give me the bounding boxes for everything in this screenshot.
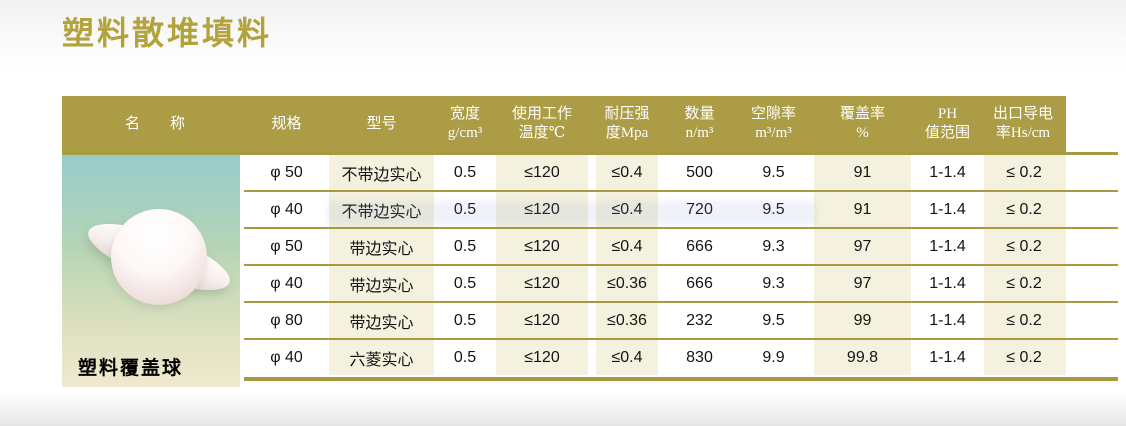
cell-void: 9.3	[737, 266, 810, 301]
cell-void: 9.9	[737, 340, 810, 375]
cell-temp: ≤120	[492, 303, 592, 338]
col-header-outlet-conductivity: 出口导电 率Hs/cm	[980, 96, 1118, 152]
cell-model: 带边实心	[325, 303, 438, 338]
col-header-void-ratio: 空隙率 m³/m³	[737, 96, 810, 152]
cell-spec: φ 40	[248, 192, 325, 227]
cell-coverage: 99	[810, 303, 915, 338]
cell-conductivity: ≤ 0.2	[980, 266, 1118, 301]
cell-coverage: 91	[810, 155, 915, 190]
cell-temp: ≤120	[492, 229, 592, 264]
cell-pressure: ≤0.4	[592, 192, 662, 227]
cell-density: 0.5	[438, 155, 492, 190]
table-row: φ 40 不带边实心 0.5 ≤120 ≤0.4 720 9.5 91 1-1.…	[62, 192, 1118, 229]
col-header-pressure-strength: 耐压强 度Mpa	[592, 96, 662, 152]
cell-quantity: 830	[662, 340, 737, 375]
cell-quantity: 666	[662, 266, 737, 301]
cell-density: 0.5	[438, 192, 492, 227]
cell-void: 9.5	[737, 303, 810, 338]
cell-quantity: 666	[662, 229, 737, 264]
spec-table: 名 称 规格 型号 宽度 g/cm³ 使用工作 温度℃ 耐压强 度Mpa 数量	[62, 96, 1118, 387]
cell-ph: 1-1.4	[915, 340, 980, 375]
table-row: φ 40 带边实心 0.5 ≤120 ≤0.36 666 9.3 97 1-1.…	[62, 266, 1118, 303]
cell-quantity: 232	[662, 303, 737, 338]
cell-coverage: 99.8	[810, 340, 915, 375]
col-header-ph-range: PH 值范围	[915, 96, 980, 152]
cell-conductivity: ≤ 0.2	[980, 229, 1118, 264]
cell-temp: ≤120	[492, 266, 592, 301]
cell-model: 不带边实心	[325, 155, 438, 190]
cell-density: 0.5	[438, 266, 492, 301]
cell-model: 带边实心	[325, 229, 438, 264]
cell-conductivity: ≤ 0.2	[980, 155, 1118, 190]
cell-pressure: ≤0.4	[592, 340, 662, 375]
cell-spec: φ 40	[248, 340, 325, 375]
cell-model: 六菱实心	[325, 340, 438, 375]
cell-pressure: ≤0.4	[592, 229, 662, 264]
cell-conductivity: ≤ 0.2	[980, 192, 1118, 227]
product-image-cell: 塑料覆盖球	[62, 155, 244, 387]
cell-temp: ≤120	[492, 340, 592, 375]
table-row: φ 50 带边实心 0.5 ≤120 ≤0.4 666 9.3 97 1-1.4…	[62, 229, 1118, 266]
plastic-cover-ball-image	[71, 184, 246, 329]
cell-conductivity: ≤ 0.2	[980, 340, 1118, 375]
cell-temp: ≤120	[492, 155, 592, 190]
cell-ph: 1-1.4	[915, 192, 980, 227]
col-header-coverage: 覆盖率 %	[810, 96, 915, 152]
cell-spec: φ 80	[248, 303, 325, 338]
top-gradient-band	[0, 0, 1126, 72]
table-body: 塑料覆盖球 φ 50 不带边实心 0.5 ≤120 ≤0.4 500 9.5 9…	[62, 152, 1118, 387]
cell-temp: ≤120	[492, 192, 592, 227]
cell-density: 0.5	[438, 340, 492, 375]
cell-void: 9.5	[737, 192, 810, 227]
cell-ph: 1-1.4	[915, 155, 980, 190]
cell-spec: φ 50	[248, 155, 325, 190]
cell-model: 不带边实心	[325, 192, 438, 227]
col-header-spec: 规格	[248, 96, 325, 152]
cell-ph: 1-1.4	[915, 229, 980, 264]
cell-void: 9.5	[737, 155, 810, 190]
col-header-quantity: 数量 n/m³	[662, 96, 737, 152]
col-header-working-temp: 使用工作 温度℃	[492, 96, 592, 152]
cell-density: 0.5	[438, 303, 492, 338]
table-row: φ 50 不带边实心 0.5 ≤120 ≤0.4 500 9.5 91 1-1.…	[62, 155, 1118, 192]
cell-pressure: ≤0.36	[592, 303, 662, 338]
table-row: φ 40 六菱实心 0.5 ≤120 ≤0.4 830 9.9 99.8 1-1…	[62, 340, 1118, 377]
page-title: 塑料散堆填料	[62, 15, 273, 51]
ball-sphere	[97, 195, 221, 319]
cell-spec: φ 50	[248, 229, 325, 264]
cell-density: 0.5	[438, 229, 492, 264]
cell-pressure: ≤0.4	[592, 155, 662, 190]
cell-ph: 1-1.4	[915, 303, 980, 338]
cell-conductivity: ≤ 0.2	[980, 303, 1118, 338]
cell-coverage: 97	[810, 266, 915, 301]
product-name-label: 塑料覆盖球	[78, 358, 184, 379]
cell-quantity: 500	[662, 155, 737, 190]
cell-ph: 1-1.4	[915, 266, 980, 301]
col-header-model: 型号	[325, 96, 438, 152]
table-header-row: 名 称 规格 型号 宽度 g/cm³ 使用工作 温度℃ 耐压强 度Mpa 数量	[62, 96, 1118, 152]
cell-quantity: 720	[662, 192, 737, 227]
cell-coverage: 91	[810, 192, 915, 227]
col-header-name: 名 称	[62, 96, 248, 152]
cell-void: 9.3	[737, 229, 810, 264]
bottom-gradient-band	[0, 392, 1126, 426]
cell-coverage: 97	[810, 229, 915, 264]
cell-spec: φ 40	[248, 266, 325, 301]
cell-pressure: ≤0.36	[592, 266, 662, 301]
table-row: φ 80 带边实心 0.5 ≤120 ≤0.36 232 9.5 99 1-1.…	[62, 303, 1118, 340]
cell-model: 带边实心	[325, 266, 438, 301]
col-header-density: 宽度 g/cm³	[438, 96, 492, 152]
